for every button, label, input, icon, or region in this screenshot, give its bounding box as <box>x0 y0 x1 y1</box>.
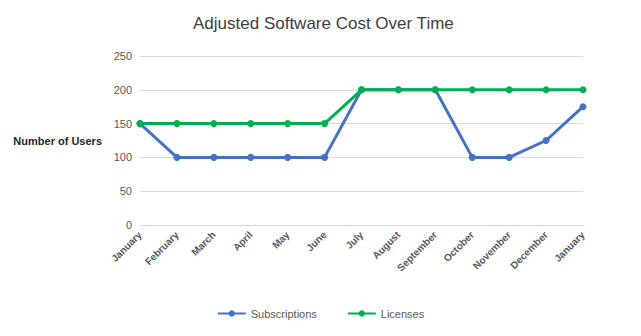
svg-text:January: January <box>109 229 144 264</box>
svg-text:250: 250 <box>114 50 132 62</box>
svg-text:Licenses: Licenses <box>381 308 425 320</box>
svg-text:Number of Users: Number of Users <box>13 135 102 147</box>
svg-text:January: January <box>552 229 587 264</box>
svg-text:September: September <box>395 229 439 273</box>
svg-text:May: May <box>270 229 292 251</box>
svg-text:June: June <box>304 229 329 254</box>
svg-text:0: 0 <box>126 219 132 231</box>
svg-text:April: April <box>231 229 255 253</box>
svg-text:Adjusted Software Cost Over Ti: Adjusted Software Cost Over Time <box>193 14 454 33</box>
svg-text:December: December <box>508 229 550 271</box>
svg-text:August: August <box>370 229 403 262</box>
svg-text:November: November <box>471 229 513 271</box>
svg-text:October: October <box>441 229 476 264</box>
svg-text:March: March <box>189 229 218 258</box>
svg-text:July: July <box>343 229 365 251</box>
svg-text:50: 50 <box>120 185 132 197</box>
svg-text:100: 100 <box>114 151 132 163</box>
svg-text:150: 150 <box>114 118 132 130</box>
svg-text:February: February <box>143 229 181 267</box>
svg-text:Subscriptions: Subscriptions <box>251 308 318 320</box>
svg-text:200: 200 <box>114 84 132 96</box>
